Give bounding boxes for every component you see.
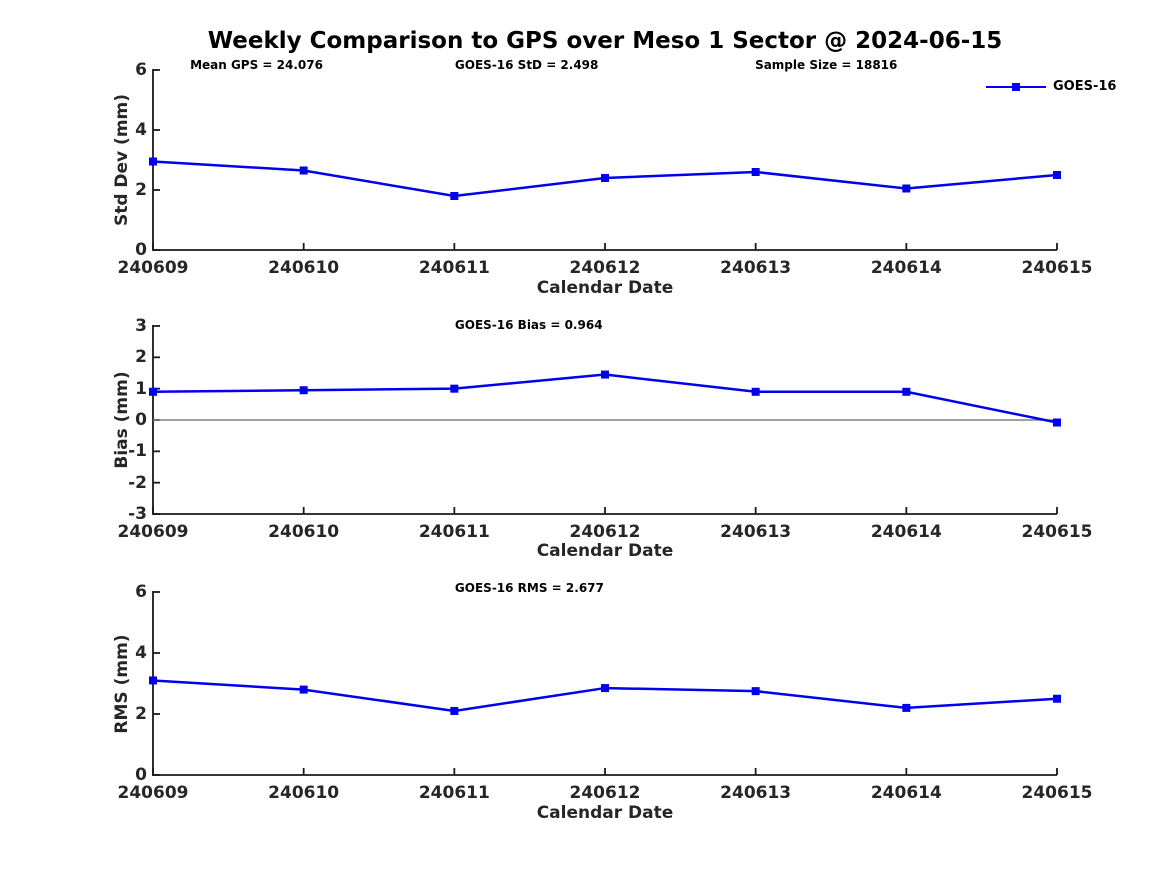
data-point-marker: [1053, 418, 1061, 427]
y-tick-label: -3: [128, 504, 147, 524]
data-point-marker: [751, 168, 760, 176]
legend-square-marker-icon: [1012, 83, 1020, 91]
x-axis-label: Calendar Date: [536, 803, 674, 823]
y-tick-label: -1: [128, 441, 147, 462]
data-point-marker: [450, 706, 459, 715]
stats-annotation: Mean GPS = 24.076: [190, 58, 323, 72]
data-point-marker: [601, 684, 609, 693]
x-tick-label: 240612: [569, 783, 641, 803]
x-tick-label: 240611: [418, 522, 490, 542]
y-tick-label: 0: [135, 410, 147, 430]
x-tick-label: 240613: [720, 783, 792, 803]
x-tick-label: 240613: [720, 522, 792, 542]
data-line: [152, 373, 1058, 424]
x-tick-label: 240615: [1021, 522, 1093, 542]
x-tick-label: 240609: [117, 783, 189, 803]
x-tick-label: 240609: [117, 258, 189, 278]
x-tick-label: 240610: [268, 783, 340, 803]
x-tick-label: 240612: [569, 522, 641, 542]
data-point-marker: [450, 384, 459, 393]
x-tick-label: 240611: [418, 258, 490, 278]
y-tick-label: 1: [135, 378, 147, 399]
y-axis-label: Std Dev (mm): [112, 93, 132, 227]
x-tick-label: 240615: [1021, 783, 1093, 803]
data-point-marker: [299, 685, 308, 694]
data-point-marker: [149, 157, 157, 166]
y-tick-label: 6: [135, 582, 147, 602]
stats-annotation: GOES-16 StD = 2.498: [454, 58, 599, 72]
data-point-marker: [149, 676, 157, 685]
data-point-marker: [299, 386, 308, 395]
data-point-marker: [149, 387, 157, 396]
legend-line-marker-icon: [986, 83, 1046, 91]
y-tick-label: 2: [135, 347, 147, 368]
y-tick-label: 0: [135, 765, 147, 785]
figure-title: Weekly Comparison to GPS over Meso 1 Sec…: [207, 28, 1003, 54]
stats-annotation: Sample Size = 18816: [755, 58, 898, 72]
x-tick-label: 240609: [117, 522, 189, 542]
legend-label: GOES-16: [1053, 79, 1117, 94]
x-tick-label: 240610: [268, 522, 340, 542]
y-tick-label: -2: [128, 472, 147, 493]
y-tick-label: 2: [135, 180, 147, 200]
data-point-marker: [1053, 171, 1061, 179]
stats-annotation: GOES-16 Bias = 0.964: [454, 318, 603, 332]
x-tick-label: 240613: [720, 258, 792, 278]
stats-annotation: GOES-16 RMS = 2.677: [454, 581, 604, 595]
data-point-marker: [450, 192, 459, 200]
data-point-marker: [601, 370, 609, 379]
x-tick-label: 240612: [569, 258, 641, 278]
data-point-marker: [902, 703, 911, 712]
y-tick-label: 0: [135, 240, 147, 260]
y-tick-label: 3: [135, 316, 147, 336]
x-axis-label: Calendar Date: [536, 541, 674, 561]
data-point-marker: [299, 166, 308, 175]
x-tick-label: 240611: [418, 783, 490, 803]
data-point-marker: [1053, 694, 1061, 703]
y-tick-label: 2: [135, 704, 147, 724]
y-tick-label: 6: [135, 60, 147, 80]
data-point-marker: [902, 184, 911, 193]
x-axis-label: Calendar Date: [536, 278, 674, 298]
x-tick-label: 240614: [870, 258, 942, 278]
y-axis-label: RMS (mm): [112, 633, 132, 734]
x-tick-label: 240610: [268, 258, 340, 278]
x-tick-label: 240614: [870, 783, 942, 803]
legend: GOES-16: [985, 79, 1116, 95]
x-tick-label: 240614: [870, 522, 942, 542]
x-tick-label: 240615: [1021, 258, 1093, 278]
data-point-marker: [601, 174, 609, 182]
y-axis-label: Bias (mm): [112, 371, 132, 469]
y-tick-label: 4: [135, 643, 147, 663]
data-point-marker: [751, 687, 760, 696]
data-point-marker: [751, 387, 760, 396]
data-point-marker: [902, 387, 911, 396]
y-tick-label: 4: [135, 120, 147, 140]
